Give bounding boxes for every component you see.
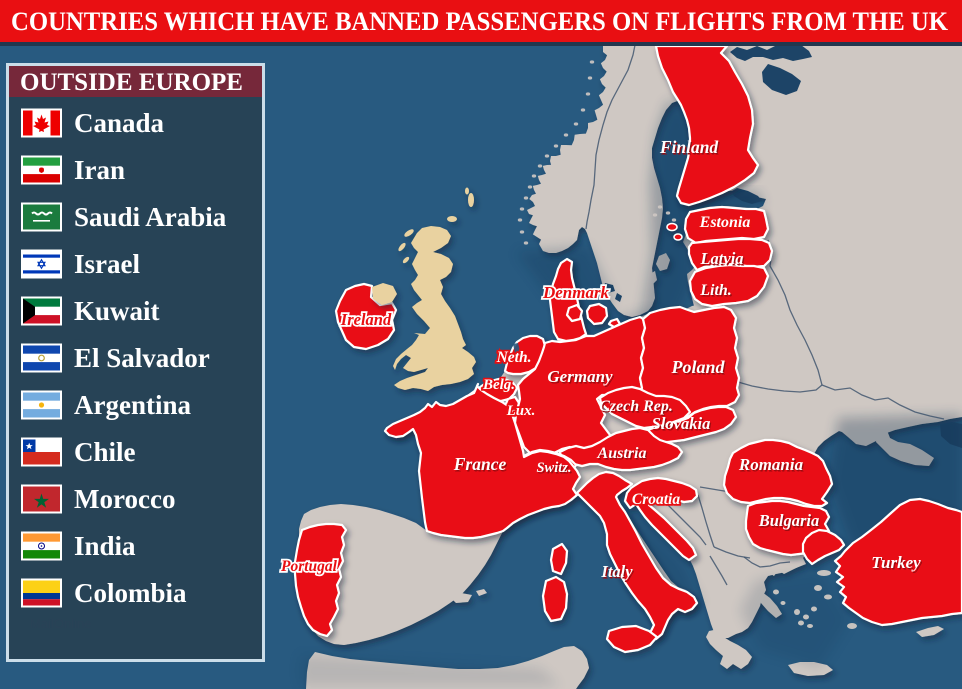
svg-text:Portugal: Portugal — [281, 558, 338, 575]
svg-text:Chile: Chile — [74, 437, 136, 467]
svg-text:Bulgaria: Bulgaria — [759, 512, 821, 531]
svg-text:Germany: Germany — [547, 367, 613, 386]
svg-text:Latvia: Latvia — [701, 250, 745, 269]
svg-text:Lith.: Lith. — [699, 282, 732, 299]
svg-text:Switz.: Switz. — [536, 460, 571, 476]
svg-text:Turkey: Turkey — [873, 554, 923, 573]
svg-text:COUNTRIES WHICH HAVE BANNED PA: COUNTRIES WHICH HAVE BANNED PASSENGERS O… — [11, 7, 949, 36]
svg-text:Switz.: Switz. — [538, 461, 573, 477]
svg-text:Bulgaria: Bulgaria — [758, 511, 820, 530]
svg-text:Italy: Italy — [600, 562, 633, 581]
svg-text:Latvia: Latvia — [699, 249, 743, 268]
svg-text:Romania: Romania — [738, 455, 804, 474]
svg-text:Czech Rep.: Czech Rep. — [599, 398, 673, 415]
svg-text:Austria: Austria — [598, 446, 648, 463]
svg-text:Lux.: Lux. — [506, 403, 536, 419]
svg-text:Ireland: Ireland — [340, 310, 392, 329]
svg-text:Slovakia: Slovakia — [653, 415, 712, 434]
svg-text:Israel: Israel — [74, 249, 140, 279]
svg-text:Germany: Germany — [549, 368, 615, 387]
svg-text:Morocco: Morocco — [74, 484, 175, 514]
svg-text:Lith.: Lith. — [701, 283, 734, 300]
svg-text:Iran: Iran — [74, 155, 125, 185]
svg-text:Croatia: Croatia — [632, 491, 680, 508]
svg-text:Saudi Arabia: Saudi Arabia — [74, 202, 227, 232]
svg-text:Argentina: Argentina — [74, 390, 191, 420]
svg-text:OUTSIDE EUROPE: OUTSIDE EUROPE — [20, 69, 243, 96]
svg-text:Finland: Finland — [660, 138, 720, 158]
svg-text:MailOnline: MailOnline — [30, 616, 91, 631]
svg-text:Austria: Austria — [597, 445, 647, 462]
svg-text:Czech Rep.: Czech Rep. — [600, 399, 674, 416]
svg-text:Romania: Romania — [739, 456, 805, 475]
svg-text:Canada: Canada — [74, 108, 165, 138]
svg-text:Poland: Poland — [670, 357, 725, 377]
svg-text:Denmark: Denmark — [542, 283, 610, 302]
svg-text:Finland: Finland — [659, 137, 719, 157]
svg-text:Belg.: Belg. — [482, 377, 515, 393]
svg-text:France: France — [454, 455, 508, 475]
svg-text:Colombia: Colombia — [74, 578, 187, 608]
svg-text:Italy: Italy — [602, 563, 635, 582]
svg-text:Poland: Poland — [672, 358, 727, 378]
svg-text:France: France — [453, 454, 507, 474]
svg-text:El Salvador: El Salvador — [74, 343, 210, 373]
svg-text:Kuwait: Kuwait — [74, 296, 160, 326]
svg-text:Turkey: Turkey — [871, 553, 921, 572]
svg-text:Neth.: Neth. — [496, 349, 532, 366]
svg-text:Estonia: Estonia — [699, 214, 751, 231]
svg-text:India: India — [74, 531, 136, 561]
svg-text:Slovakia: Slovakia — [652, 414, 711, 433]
